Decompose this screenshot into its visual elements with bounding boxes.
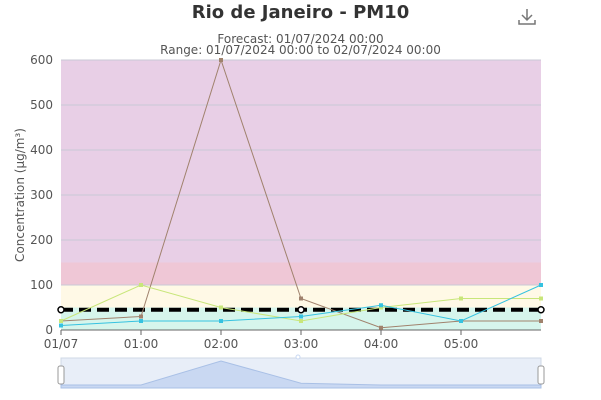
download-icon-graphic <box>518 9 536 25</box>
download-icon[interactable] <box>516 6 538 28</box>
data-point[interactable] <box>219 58 223 62</box>
x-tick-label: 01/07 <box>44 337 79 351</box>
y-tick-label: 300 <box>30 188 53 202</box>
x-tick-label: 01:00 <box>124 337 159 351</box>
x-tick-label: 05:00 <box>444 337 479 351</box>
data-point[interactable] <box>219 305 223 310</box>
data-point[interactable] <box>299 319 303 323</box>
data-point[interactable] <box>59 323 63 328</box>
data-point[interactable] <box>139 319 143 323</box>
plot-band-3 <box>61 60 541 263</box>
y-tick-label: 200 <box>30 233 53 247</box>
navigator-handle-left[interactable] <box>57 365 65 385</box>
threshold-marker <box>57 306 65 314</box>
data-point[interactable] <box>299 314 303 319</box>
data-point[interactable] <box>299 296 303 301</box>
data-point[interactable] <box>219 319 223 323</box>
chart-subtitle-forecast: Forecast: 01/07/2024 00:00 <box>217 32 384 46</box>
data-point[interactable] <box>539 319 543 323</box>
data-point[interactable] <box>139 283 143 287</box>
x-tick-label: 04:00 <box>364 337 399 351</box>
plot-band-1 <box>61 285 541 308</box>
y-axis-label: Concentration (μg/m³) <box>13 128 27 262</box>
x-tick-label: 03:00 <box>284 337 319 351</box>
data-point[interactable] <box>59 319 63 323</box>
y-tick-label: 0 <box>45 323 53 337</box>
y-tick-label: 600 <box>30 53 53 67</box>
x-tick-label: 02:00 <box>204 337 239 351</box>
navigator-handle-right[interactable] <box>537 365 545 385</box>
navigator-series <box>60 360 542 389</box>
data-point[interactable] <box>459 296 463 301</box>
data-point[interactable] <box>379 305 383 310</box>
data-point[interactable] <box>539 283 543 287</box>
y-tick-label: 400 <box>30 143 53 157</box>
data-point[interactable] <box>379 303 383 308</box>
data-point[interactable] <box>139 314 143 319</box>
data-point[interactable] <box>539 296 543 301</box>
data-point[interactable] <box>459 319 463 323</box>
plot-band-extra-0 <box>61 262 541 285</box>
chart-title: Rio de Janeiro - PM10 <box>191 2 410 23</box>
chart-subtitle-range: Range: 01/07/2024 00:00 to 02/07/2024 00… <box>160 43 441 57</box>
data-point[interactable] <box>379 325 383 330</box>
threshold-marker <box>297 306 305 314</box>
navigator-grip[interactable] <box>295 354 301 360</box>
y-tick-label: 500 <box>30 98 53 112</box>
threshold-marker <box>537 306 545 314</box>
y-tick-label: 100 <box>30 278 53 292</box>
